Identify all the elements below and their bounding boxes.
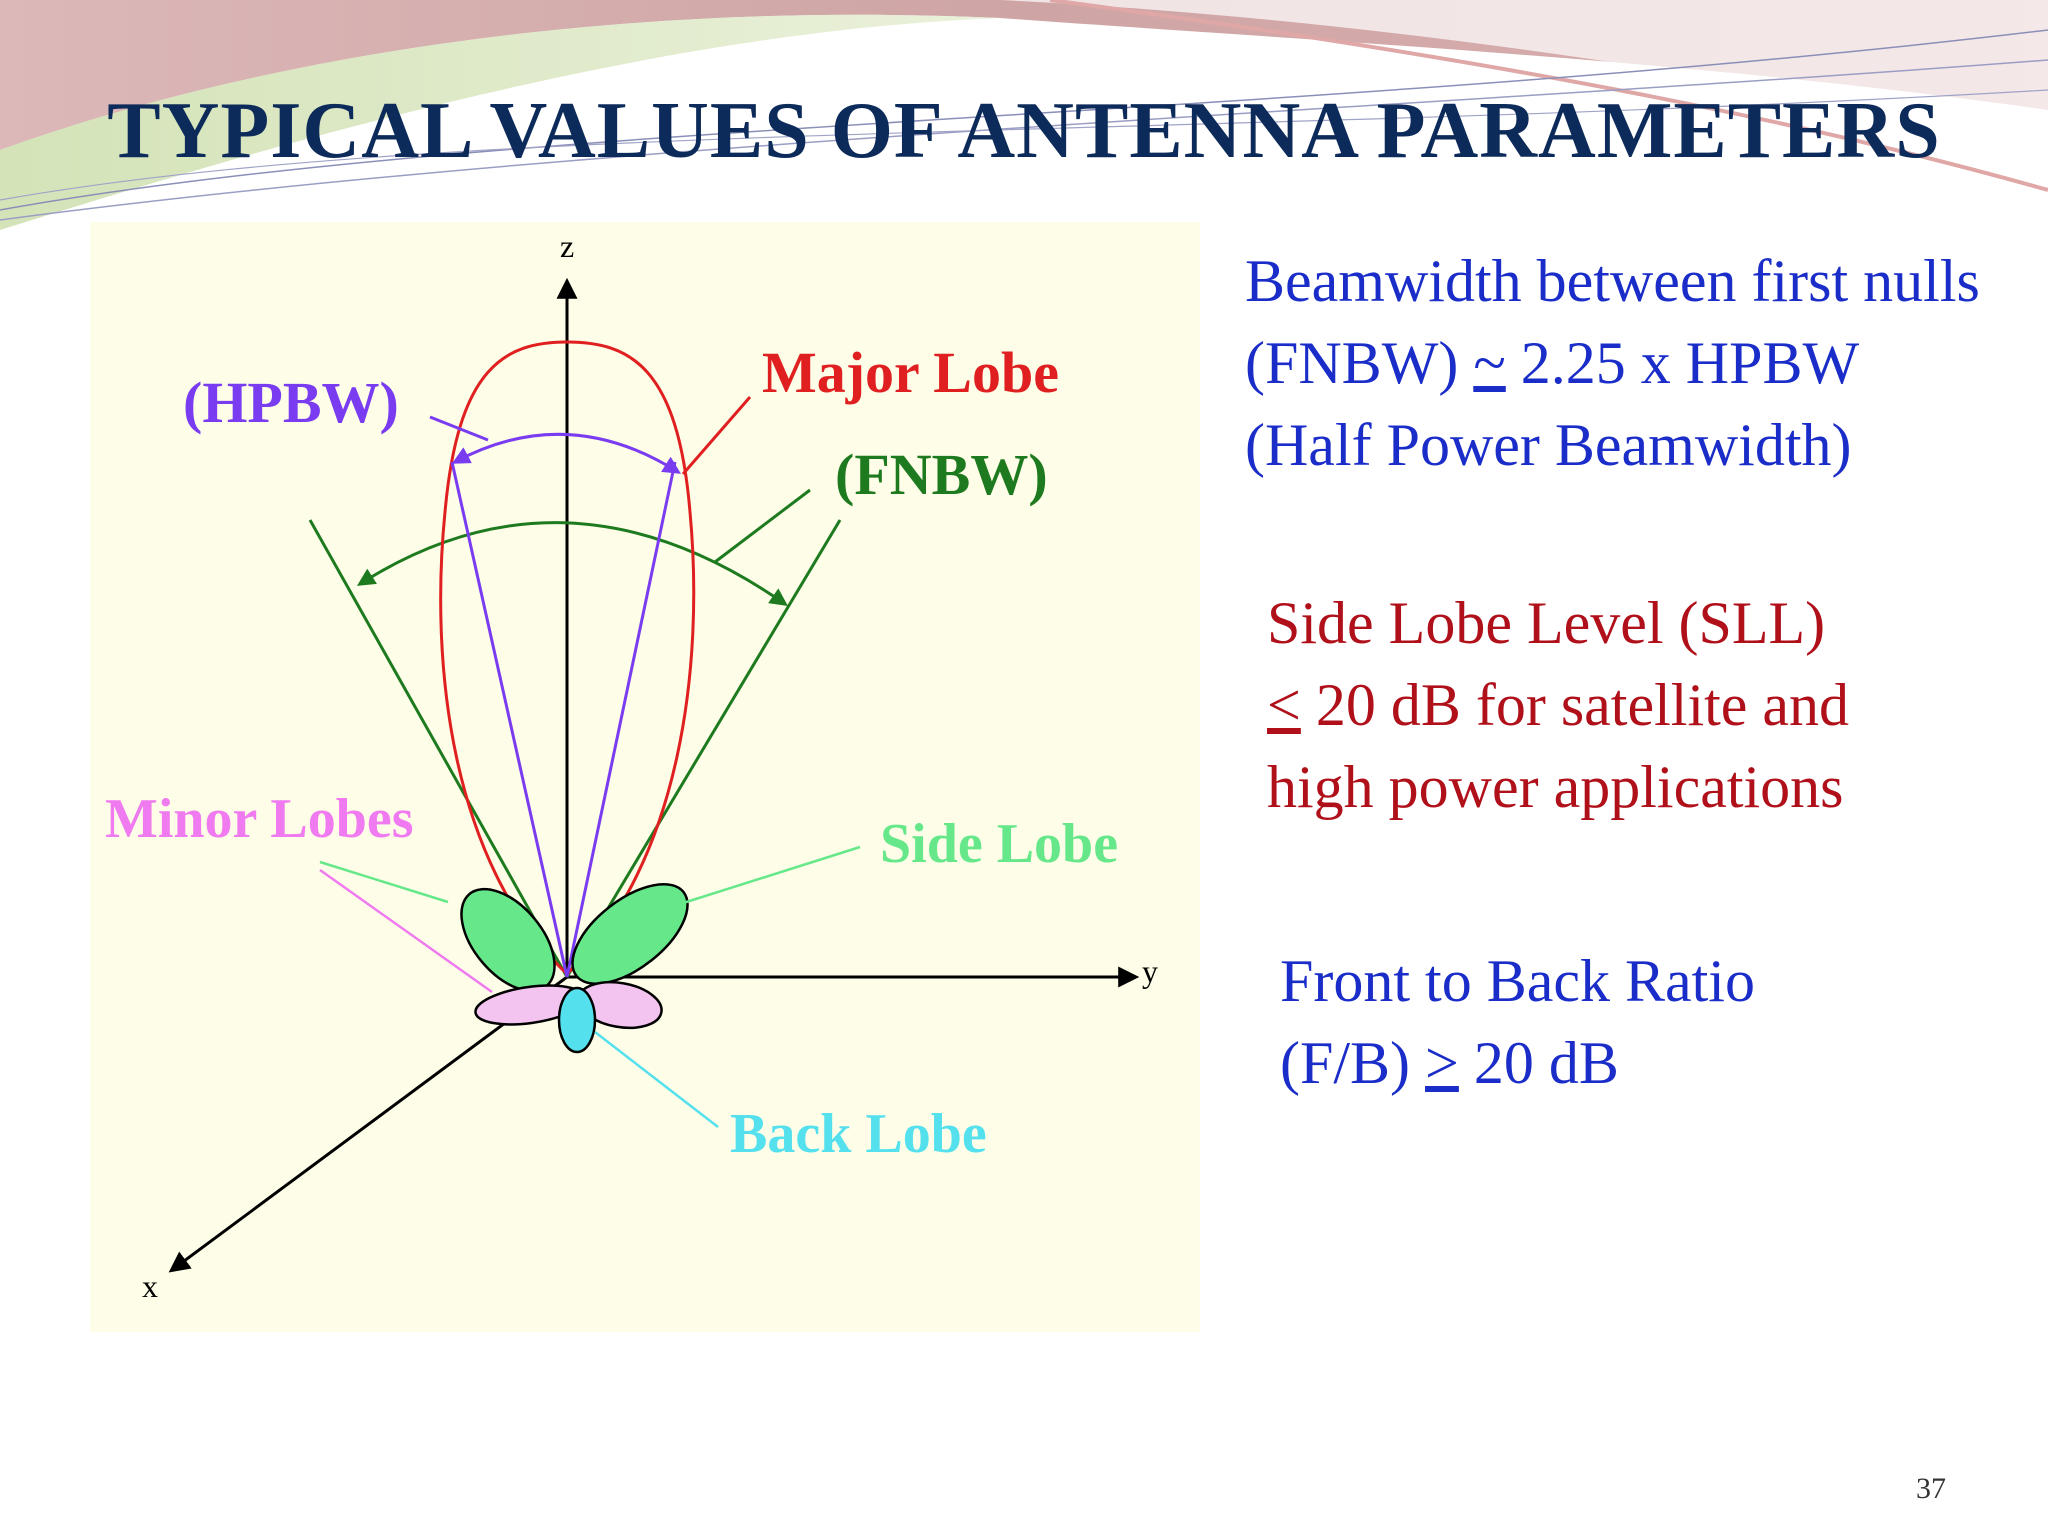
x-axis [168,975,568,1273]
slide-title: TYPICAL VALUES OF ANTENNA PARAMETERS [107,87,1941,175]
side-lobe-right [571,883,689,985]
back-lobe-leader-line [594,1031,719,1128]
minor-lobes-label: Minor Lobes [105,788,414,850]
fnbw-info-line-2: (FNBW) ~ 2.25 x HPBW [1245,322,1980,404]
hpbw-arc [451,432,682,474]
side-lobe-label: Side Lobe [880,813,1118,875]
greater-than-symbol: > [1425,1030,1459,1096]
major-lobe-label: Major Lobe [762,340,1059,405]
fb-info-line-2: (F/B) > 20 dB [1280,1022,1755,1104]
fnbw-info-prefix: (FNBW) [1245,330,1474,396]
fnbw-info-line-1: Beamwidth between first nulls [1245,248,1980,314]
fb-info-line-1: Front to Back Ratio [1280,948,1755,1014]
minor-lobes-leader-line-1 [319,860,449,904]
sll-info-block: Side Lobe Level (SLL) < 20 dB for satell… [1267,582,1849,828]
fnbw-info-line-3: (Half Power Beamwidth) [1245,412,1852,478]
hpbw-leader-line [429,415,489,442]
fb-info-suffix: 20 dB [1458,1030,1619,1096]
side-lobe-leader-line [679,845,861,906]
fnbw-arc [356,521,788,607]
hpbw-line-left [450,461,569,978]
header-wave-decoration [0,0,2048,230]
fnbw-label: (FNBW) [835,442,1048,507]
back-lobe-label: Back Lobe [730,1103,987,1165]
radiation-pattern-diagram: z y x [90,222,1200,1332]
fnbw-info-suffix: 2.25 x HPBW [1505,330,1860,396]
minor-lobes-leader-line-2 [319,868,493,994]
fnbw-null-line-left [308,519,569,978]
fnbw-info-block: Beamwidth between first nulls (FNBW) ~ 2… [1245,240,1980,486]
z-axis-label: z [560,228,574,264]
sll-info-line-2: < 20 dB for satellite and [1267,664,1849,746]
fb-info-prefix: (F/B) [1280,1030,1426,1096]
sll-info-line-3: high power applications [1267,754,1844,820]
approx-symbol: ~ [1473,330,1506,396]
fb-info-block: Front to Back Ratio (F/B) > 20 dB [1280,940,1755,1104]
x-axis-label: x [142,1268,158,1304]
fnbw-null-line-right [565,519,842,978]
hpbw-line-right [565,461,677,978]
diagram-background [90,222,1200,1332]
back-lobe [557,986,597,1054]
major-lobe [439,340,696,977]
fnbw-leader-line [714,488,811,564]
less-than-symbol: < [1267,672,1301,738]
sll-info-line-1: Side Lobe Level (SLL) [1267,590,1826,656]
y-axis-label: y [1142,953,1158,989]
sll-info-suffix: 20 dB for satellite and [1300,672,1850,738]
major-lobe-leader-line [681,396,752,475]
page-number: 37 [1916,1472,1946,1505]
hpbw-label: (HPBW) [183,370,399,435]
radiation-pattern-svg: z y x [90,222,1200,1332]
